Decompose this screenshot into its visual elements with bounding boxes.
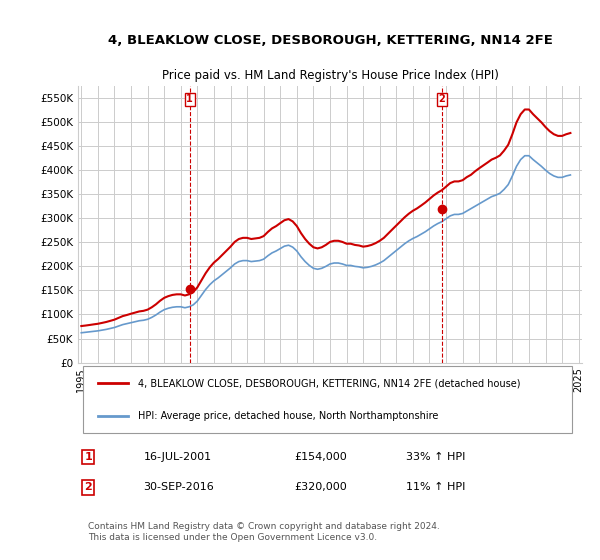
Text: Contains HM Land Registry data © Crown copyright and database right 2024.
This d: Contains HM Land Registry data © Crown c… [88, 522, 440, 542]
Text: 11% ↑ HPI: 11% ↑ HPI [406, 482, 465, 492]
Text: 4, BLEAKLOW CLOSE, DESBOROUGH, KETTERING, NN14 2FE (detached house): 4, BLEAKLOW CLOSE, DESBOROUGH, KETTERING… [139, 379, 521, 389]
Text: 2: 2 [84, 482, 92, 492]
Text: 16-JUL-2001: 16-JUL-2001 [143, 452, 212, 462]
Text: 4, BLEAKLOW CLOSE, DESBOROUGH, KETTERING, NN14 2FE: 4, BLEAKLOW CLOSE, DESBOROUGH, KETTERING… [107, 34, 553, 47]
Text: £320,000: £320,000 [295, 482, 347, 492]
Text: 1: 1 [187, 94, 193, 104]
Text: 1: 1 [84, 452, 92, 462]
FancyBboxPatch shape [83, 366, 572, 433]
Text: 33% ↑ HPI: 33% ↑ HPI [406, 452, 465, 462]
Text: 2: 2 [439, 94, 445, 104]
Text: HPI: Average price, detached house, North Northamptonshire: HPI: Average price, detached house, Nort… [139, 411, 439, 421]
Text: 30-SEP-2016: 30-SEP-2016 [143, 482, 214, 492]
Text: £154,000: £154,000 [295, 452, 347, 462]
Text: Price paid vs. HM Land Registry's House Price Index (HPI): Price paid vs. HM Land Registry's House … [161, 69, 499, 82]
